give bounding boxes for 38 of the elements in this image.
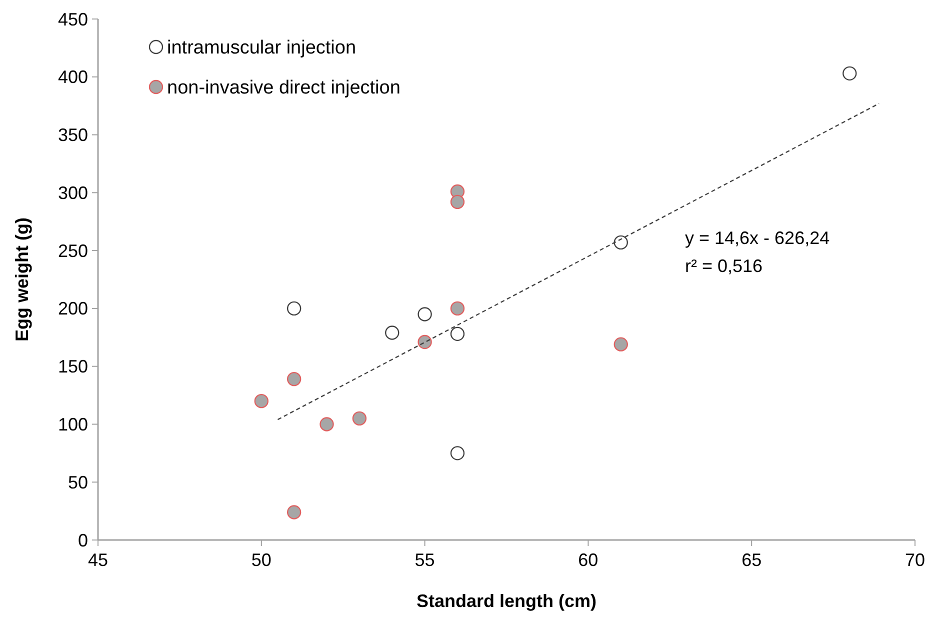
point: [286, 372, 302, 386]
point: [842, 66, 857, 81]
point: [450, 446, 465, 460]
point: [385, 326, 400, 340]
annotation: y = 14,6x - 626,24: [685, 228, 830, 248]
point: [254, 394, 268, 408]
y-tick-label: 400: [58, 67, 88, 88]
point: [418, 334, 432, 350]
point: [614, 337, 628, 352]
y-tick-label: 200: [58, 298, 88, 319]
point: [320, 417, 334, 432]
x-tick-label: 55: [414, 550, 435, 570]
point: [450, 194, 465, 210]
point: [450, 326, 465, 342]
y-tick-label: 0: [78, 530, 88, 550]
y-tick-label: 300: [58, 182, 88, 203]
x-tick-label: 45: [88, 550, 108, 570]
y-tick-label: 450: [58, 9, 88, 30]
y-tick-label: 100: [58, 414, 88, 435]
x-tick-label: 50: [251, 550, 272, 570]
legend-label: intramuscular injection: [167, 38, 356, 59]
x-tick-label: 60: [578, 550, 598, 570]
y-tick-label: 50: [68, 472, 88, 492]
legend-label: non-invasive direct injection: [167, 78, 400, 99]
point: [286, 301, 302, 316]
point: [450, 301, 465, 316]
x-tick-label: 65: [742, 550, 762, 570]
point: [286, 505, 302, 520]
x-axis-title: Standard length (cm): [416, 591, 597, 611]
point: [418, 307, 432, 322]
y-tick-label: 350: [58, 125, 88, 146]
point: [352, 411, 367, 426]
annotation: r² = 0,516: [685, 256, 763, 276]
y-tick-label: 250: [58, 240, 88, 261]
x-tick-label: 70: [904, 550, 926, 570]
y-axis-title: Egg weight (g): [12, 218, 32, 342]
point: [614, 235, 628, 250]
y-tick-label: 150: [58, 356, 88, 377]
